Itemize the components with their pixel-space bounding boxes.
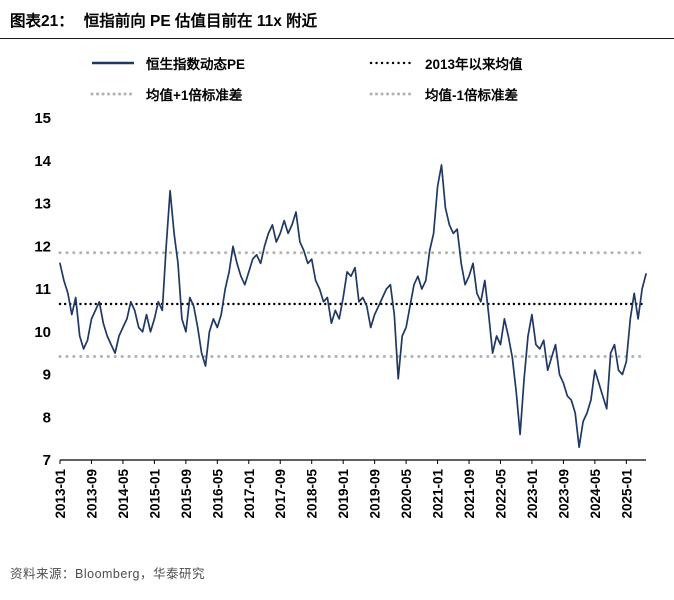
chart-legend: 恒生指数动态PE 2013年以来均值均值+1倍标准差 均值-1倍标准差 (0, 53, 674, 104)
x-tick-label: 2015-01 (147, 469, 162, 519)
legend-label: 恒生指数动态PE (146, 57, 246, 72)
x-tick-label: 2023-01 (525, 469, 540, 519)
x-tick-label: 2016-05 (210, 469, 225, 519)
gray-dotted-line-swatch (369, 92, 415, 96)
x-tick-label: 2014-05 (116, 469, 131, 519)
solid-line-swatch (92, 61, 134, 65)
legend-item: 均值-1倍标准差 (369, 84, 584, 104)
x-tick-label: 2017-09 (273, 469, 288, 519)
y-tick-label: 11 (35, 281, 51, 298)
x-tick-label: 2013-01 (53, 469, 68, 519)
legend-label: 均值-1倍标准差 (425, 88, 519, 103)
x-tick-label: 2013-09 (84, 469, 99, 519)
x-tick-label: 2015-09 (179, 469, 194, 519)
source-note: 资料来源：Bloomberg，华泰研究 (10, 567, 205, 581)
y-tick-label: 15 (34, 110, 51, 127)
chart-header: 图表21： 恒指前向 PE 估值目前在 11x 附近 (0, 0, 674, 39)
black-dotted-line-swatch (369, 61, 415, 65)
y-tick-label: 12 (34, 238, 51, 255)
x-tick-label: 2022-05 (493, 469, 508, 519)
x-tick-label: 2023-09 (556, 469, 571, 519)
legend-label: 均值+1倍标准差 (146, 88, 243, 103)
figure-label: 图表21： (10, 13, 74, 30)
x-tick-label: 2019-09 (368, 469, 383, 519)
pe-chart-svg: 7 8 9 10 11 12 13 14 15 2013-01 2013-09 2014-05 2015… (34, 110, 648, 519)
x-tick-label: 2021-09 (462, 469, 477, 519)
pe-series-line (59, 164, 647, 449)
y-tick-label: 9 (43, 367, 51, 384)
x-tick-label: 2020-05 (399, 469, 414, 519)
legend-item: 恒生指数动态PE (90, 53, 305, 73)
x-tick-label: 2019-01 (336, 469, 351, 519)
chart-title: 恒指前向 PE 估值目前在 11x 附近 (83, 13, 318, 30)
x-tick-label: 2024-05 (588, 469, 603, 519)
y-tick-label: 13 (34, 196, 51, 213)
legend-item: 均值+1倍标准差 (90, 84, 305, 104)
gray-dotted-line-swatch (90, 92, 136, 96)
x-tick-label: 2018-05 (305, 469, 320, 519)
y-tick-label: 10 (34, 324, 51, 341)
x-tick-label: 2021-01 (431, 469, 446, 519)
chart-area: 7 8 9 10 11 12 13 14 15 2013-01 2013-09 2014-05 2015… (0, 108, 674, 553)
y-tick-label: 7 (43, 452, 51, 469)
legend-item: 2013年以来均值 (369, 53, 584, 73)
x-tick-label: 2025-01 (619, 469, 634, 519)
legend-label: 2013年以来均值 (425, 57, 523, 72)
x-tick-label: 2017-01 (242, 469, 257, 519)
y-tick-label: 14 (34, 153, 51, 170)
y-tick-label: 8 (43, 409, 51, 426)
